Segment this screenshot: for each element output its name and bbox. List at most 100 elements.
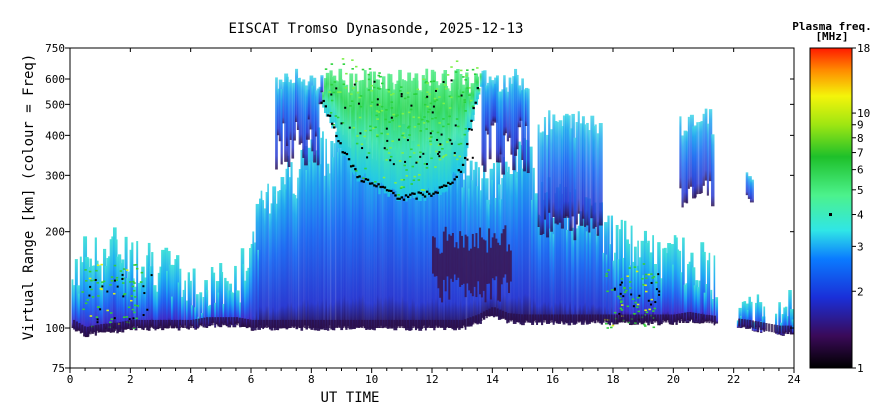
trace-point	[410, 104, 413, 107]
f-echo-column	[521, 78, 524, 160]
fringe-column	[539, 314, 543, 323]
fringe-column	[757, 321, 760, 330]
fringe-column	[469, 317, 472, 326]
f-speckle	[444, 87, 448, 90]
echo-column	[134, 286, 138, 331]
fringe-column	[116, 322, 119, 331]
f-speckle	[446, 141, 449, 143]
f-speckle	[407, 111, 411, 114]
fringe-column	[461, 319, 464, 329]
echo-column	[478, 167, 480, 324]
fringe-column	[330, 319, 334, 329]
echo-column	[151, 252, 154, 327]
echo-column	[597, 222, 601, 322]
trace-point	[613, 288, 616, 291]
fringe-column	[73, 319, 76, 329]
f-speckle	[378, 75, 382, 78]
f-speckle	[345, 72, 348, 75]
es-speckle	[133, 264, 136, 266]
f-speckle	[387, 90, 391, 93]
trace-point	[362, 180, 366, 183]
echo-column	[688, 261, 692, 322]
colorbar-tick-label: 6	[857, 164, 864, 177]
f-echo-column	[383, 88, 388, 194]
echo-column	[268, 213, 272, 330]
echo-column	[692, 267, 696, 323]
echo-column	[174, 259, 178, 327]
fringe-column	[512, 313, 516, 322]
f-speckle	[405, 175, 409, 177]
echo-column	[81, 262, 84, 333]
fringe-column	[648, 314, 651, 323]
fringe-column	[149, 319, 152, 329]
y-tick-label: 400	[45, 129, 65, 142]
trace-point	[409, 193, 412, 196]
f-speckle	[424, 81, 428, 84]
echo-column	[305, 170, 308, 330]
fringe-column	[493, 233, 496, 281]
es-speckle	[131, 308, 135, 311]
f-speckle	[447, 138, 451, 140]
trace-point	[344, 106, 347, 109]
f-speckle	[330, 99, 334, 102]
trace-point	[400, 196, 404, 199]
f-echo-column	[432, 71, 437, 188]
trace-point	[324, 105, 328, 108]
f-echo-column	[275, 77, 278, 170]
late-echo-column	[596, 133, 600, 236]
trace-point	[343, 151, 347, 155]
fringe-column	[776, 325, 779, 334]
trace-point	[417, 191, 420, 194]
echo-column	[663, 247, 667, 322]
f-speckle	[438, 96, 441, 98]
fringe-column	[366, 319, 369, 329]
late-echo-column	[590, 115, 595, 219]
f-echo-column	[354, 73, 358, 166]
y-tick-label: 100	[45, 322, 65, 335]
f-speckle	[380, 82, 384, 85]
echo-column	[182, 289, 185, 328]
fringe-column	[486, 252, 489, 284]
es-speckle	[100, 263, 103, 266]
fringe-column	[493, 307, 497, 316]
x-tick-label: 18	[606, 373, 619, 386]
f-speckle	[426, 91, 429, 93]
f-echo-column	[347, 92, 350, 158]
echo-column	[642, 275, 645, 323]
es-speckle	[122, 316, 126, 319]
es-speckle	[134, 263, 138, 266]
fringe-column	[78, 323, 81, 332]
x-axis: 0 2 4 6 8 10 12 14 16 18 20 22 24	[67, 48, 801, 386]
trace-point	[650, 303, 653, 306]
echo-column	[428, 167, 431, 326]
fringe-column	[143, 319, 146, 329]
trace-point	[121, 273, 124, 276]
fringe-column	[694, 312, 697, 322]
trace-point	[364, 178, 368, 181]
es-speckle	[620, 309, 624, 311]
trace-point	[337, 140, 340, 143]
echo-column	[678, 250, 682, 323]
fringe-column	[597, 314, 600, 323]
echo-column	[660, 278, 663, 325]
f-speckle	[399, 86, 403, 88]
f-speckle	[410, 183, 413, 185]
f-speckle	[392, 92, 395, 95]
fringe-column	[241, 318, 244, 327]
late-echo-column	[586, 122, 589, 226]
trace-point	[470, 119, 473, 122]
fringe-column	[92, 325, 95, 334]
fringe-column	[423, 319, 426, 329]
es-speckle	[620, 278, 624, 280]
echo-column	[86, 258, 90, 337]
echo-column	[220, 271, 224, 324]
echo-column	[217, 292, 220, 327]
fringe-column	[254, 319, 258, 329]
late-echo-column	[539, 132, 543, 235]
fringe-column	[333, 319, 336, 329]
fringe-column	[157, 319, 160, 329]
echo-column	[103, 248, 107, 333]
echo-column	[230, 291, 233, 325]
f-echo-column	[363, 70, 367, 174]
echo-column	[625, 239, 629, 322]
